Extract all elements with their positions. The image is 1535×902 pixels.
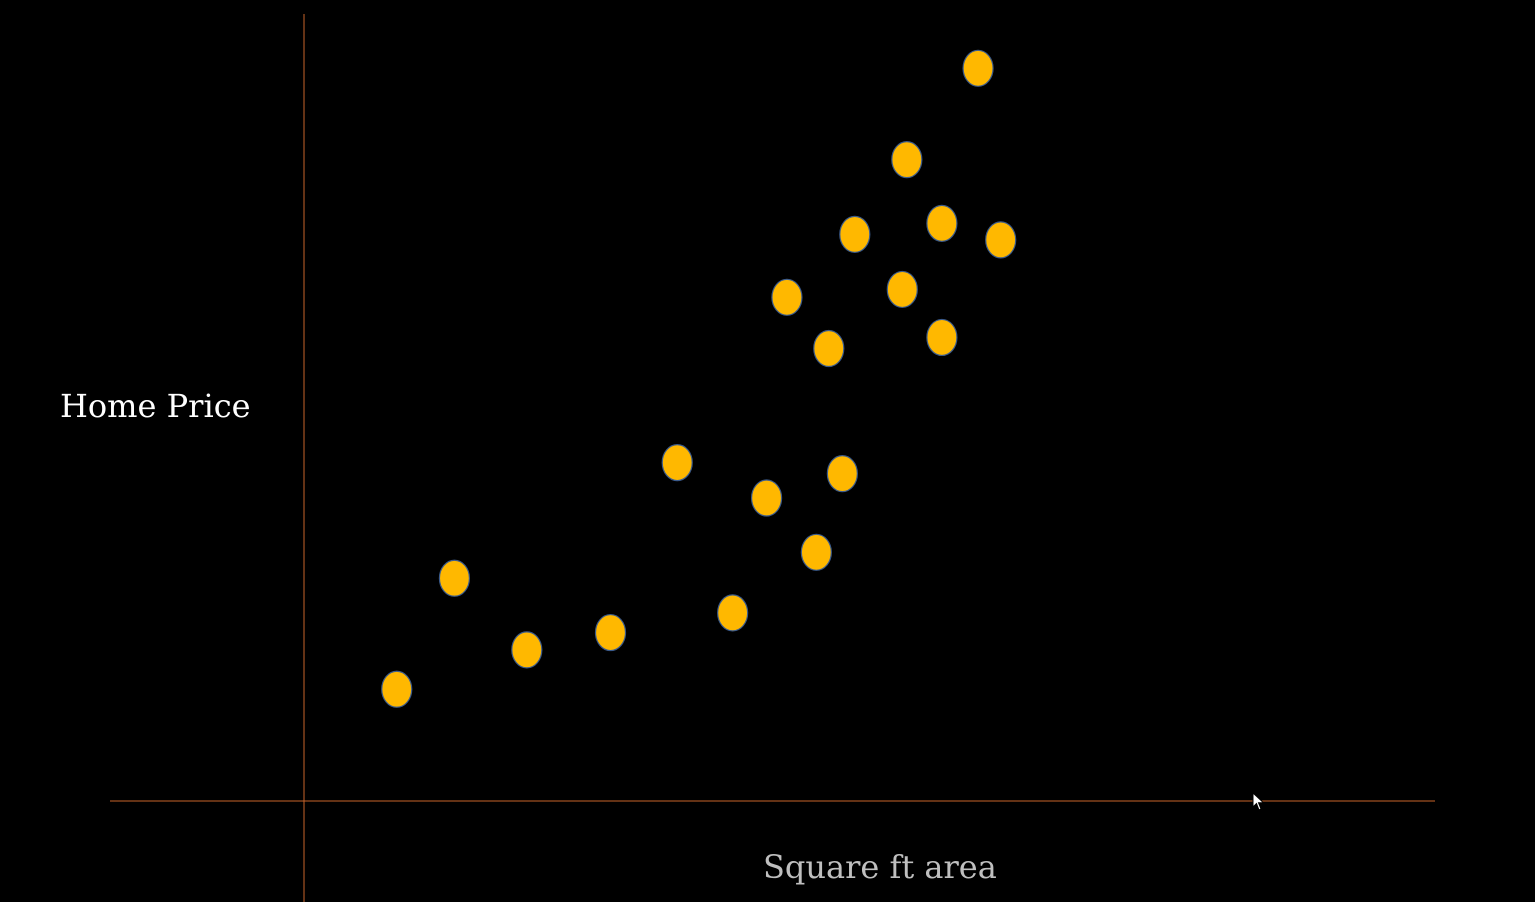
data-point-17 xyxy=(962,49,994,87)
data-point-5 xyxy=(661,443,693,482)
x-axis-label: Square ft area xyxy=(763,848,997,886)
data-points xyxy=(381,49,1017,708)
y-axis-label: Home Price xyxy=(60,387,251,425)
data-point-15 xyxy=(926,318,958,357)
data-point-16 xyxy=(926,204,958,242)
data-point-7 xyxy=(750,479,783,517)
data-point-6 xyxy=(717,594,749,632)
data-point-3 xyxy=(511,631,543,669)
data-point-18 xyxy=(985,221,1017,259)
data-point-13 xyxy=(886,270,918,309)
data-point-14 xyxy=(891,140,923,179)
data-point-2 xyxy=(438,559,471,597)
data-point-12 xyxy=(839,215,871,253)
data-point-4 xyxy=(594,613,627,652)
mouse-cursor-icon xyxy=(1252,792,1265,811)
data-point-8 xyxy=(771,278,803,316)
data-point-9 xyxy=(800,533,832,571)
data-point-10 xyxy=(813,329,845,368)
data-point-1 xyxy=(381,670,413,708)
data-point-11 xyxy=(826,455,858,493)
